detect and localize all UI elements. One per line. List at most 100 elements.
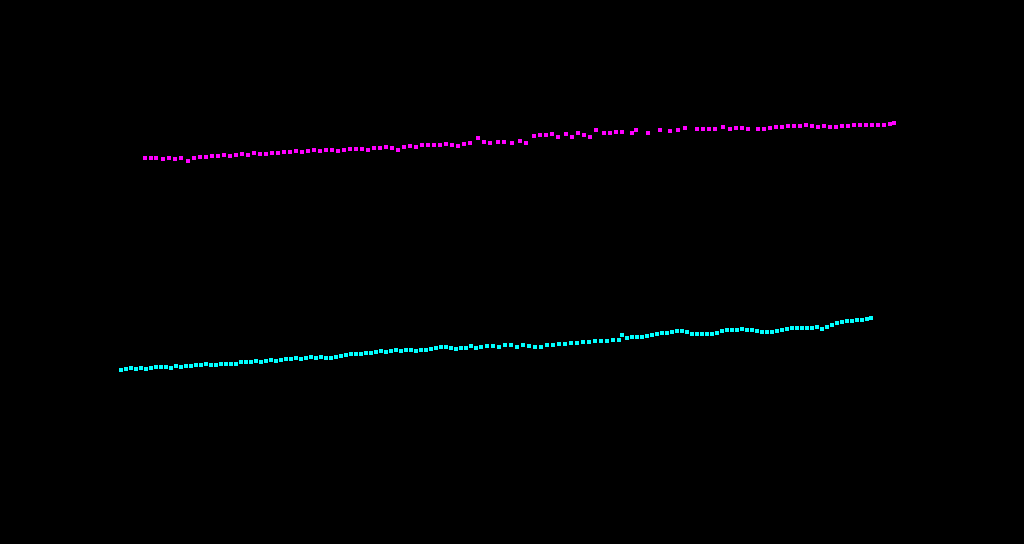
series-1-point (870, 123, 874, 127)
series-2-point (581, 340, 585, 344)
series-1-point (768, 126, 772, 130)
series-1-point (876, 123, 880, 127)
series-2-point (587, 340, 591, 344)
series-2-point (129, 366, 133, 370)
series-1-point (810, 124, 814, 128)
series-2-point (599, 339, 603, 343)
series-1-point (544, 133, 548, 137)
series-1-point (342, 148, 346, 152)
series-1-point (179, 156, 183, 160)
series-2-point (660, 331, 664, 335)
series-1-point (798, 124, 802, 128)
series-1-point (384, 145, 388, 149)
series-2-point (199, 363, 203, 367)
series-2-point (533, 345, 537, 349)
series-1-point (143, 156, 147, 160)
series-1-point (734, 126, 738, 130)
series-1-point (550, 132, 554, 136)
series-2-point (675, 329, 679, 333)
series-2-point (569, 341, 573, 345)
series-2-point (770, 330, 774, 334)
series-1-point (532, 134, 536, 138)
series-2-point (690, 332, 694, 336)
series-2-point (254, 359, 258, 363)
series-2-point (760, 330, 764, 334)
series-2-point (640, 335, 644, 339)
series-1-point (252, 151, 256, 155)
series-1-point (154, 156, 158, 160)
series-2-point (444, 345, 448, 349)
series-1-point (721, 125, 725, 129)
series-2-point (189, 364, 193, 368)
series-2-point (835, 321, 839, 325)
series-1-point (822, 124, 826, 128)
series-1-point (330, 148, 334, 152)
series-2-point (685, 330, 689, 334)
series-2-point (214, 363, 218, 367)
series-2-point (344, 353, 348, 357)
series-2-point (800, 326, 804, 330)
series-1-point (888, 122, 892, 126)
series-1-point (588, 135, 592, 139)
series-2-point (755, 329, 759, 333)
series-1-point (502, 140, 506, 144)
series-1-point (294, 149, 298, 153)
series-2-point (670, 330, 674, 334)
series-1-point (462, 142, 466, 146)
series-2-point (593, 339, 597, 343)
series-2-point (825, 325, 829, 329)
series-2-point (379, 349, 383, 353)
series-1-point (432, 143, 436, 147)
series-1-point (713, 127, 717, 131)
series-2-point (860, 318, 864, 322)
series-1-point (816, 125, 820, 129)
series-2-point (339, 354, 343, 358)
series-1-point (264, 152, 268, 156)
series-2-point (539, 345, 543, 349)
series-2-point (840, 320, 844, 324)
series-2-point (575, 341, 579, 345)
series-1-point (756, 127, 760, 131)
series-2-point (369, 351, 373, 355)
series-2-point (399, 349, 403, 353)
series-2-point (625, 336, 629, 340)
series-2-point (164, 365, 168, 369)
series-2-point (434, 346, 438, 350)
series-1-point (450, 143, 454, 147)
series-2-point (269, 358, 273, 362)
series-1-point (161, 157, 165, 161)
series-2-point (650, 333, 654, 337)
series-1-point (246, 153, 250, 157)
series-2-point (154, 365, 158, 369)
series-2-point (865, 317, 869, 321)
series-2-point (239, 360, 243, 364)
series-1-point (282, 150, 286, 154)
series-2-point (527, 344, 531, 348)
series-1-point (270, 151, 274, 155)
series-2-point (364, 351, 368, 355)
series-1-point (668, 129, 672, 133)
series-1-point (324, 148, 328, 152)
series-2-point (289, 357, 293, 361)
series-2-point (184, 364, 188, 368)
series-1-point (614, 130, 618, 134)
series-2-point (551, 343, 555, 347)
series-1-point (173, 157, 177, 161)
series-2-point (284, 357, 288, 361)
series-1-point (780, 125, 784, 129)
series-2-point (485, 344, 489, 348)
series-1-point (396, 148, 400, 152)
series-2-point (349, 352, 353, 356)
series-2-point (404, 348, 408, 352)
series-2-point (459, 346, 463, 350)
series-2-point (545, 343, 549, 347)
series-1-point (828, 125, 832, 129)
series-2-point (419, 348, 423, 352)
series-1-point (438, 143, 442, 147)
series-1-point (414, 145, 418, 149)
series-1-point (149, 156, 153, 160)
series-2-point (479, 345, 483, 349)
series-1-point (774, 125, 778, 129)
series-1-point (620, 130, 624, 134)
